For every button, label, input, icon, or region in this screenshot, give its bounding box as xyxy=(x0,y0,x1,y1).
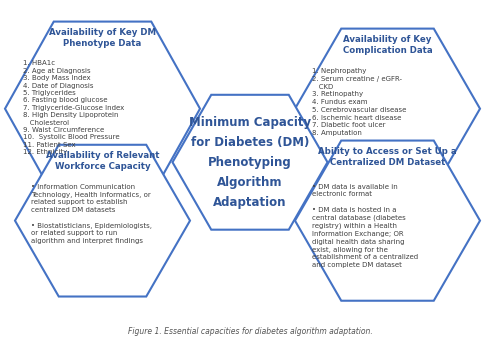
Polygon shape xyxy=(15,145,190,296)
Text: Ability to Access or Set Up a
Centralized DM Dataset: Ability to Access or Set Up a Centralize… xyxy=(318,147,457,167)
Polygon shape xyxy=(5,22,200,196)
Polygon shape xyxy=(295,141,480,301)
Polygon shape xyxy=(295,29,480,189)
Polygon shape xyxy=(172,95,328,230)
Text: • Information Communication
Technology, Health Informatics, or
related support t: • Information Communication Technology, … xyxy=(31,184,152,244)
Text: • DM data is available in
electronic format

• DM data is hosted in a
central da: • DM data is available in electronic for… xyxy=(312,184,418,268)
Text: 1. HBA1c
2. Age at Diagnosis
3. Body Mass Index
4. Date of Diagnosis
5. Triglyce: 1. HBA1c 2. Age at Diagnosis 3. Body Mas… xyxy=(22,61,124,155)
Text: Minimum Capacity
for Diabetes (DM)
Phenotyping
Algorithm
Adaptation: Minimum Capacity for Diabetes (DM) Pheno… xyxy=(189,116,311,209)
Text: Availability of Key DM
Phenotype Data: Availability of Key DM Phenotype Data xyxy=(49,28,156,48)
Text: Availability of Key
Complication Data: Availability of Key Complication Data xyxy=(342,35,432,55)
Text: 1. Nephropathy
2. Serum creatine / eGFR-
   CKD
3. Retinopathy
4. Fundus exam
5.: 1. Nephropathy 2. Serum creatine / eGFR-… xyxy=(312,68,406,136)
Text: Availability of Relevant
Workforce Capacity: Availability of Relevant Workforce Capac… xyxy=(46,150,159,171)
Text: Figure 1. Essential capacities for diabetes algorithm adaptation.: Figure 1. Essential capacities for diabe… xyxy=(128,327,372,336)
